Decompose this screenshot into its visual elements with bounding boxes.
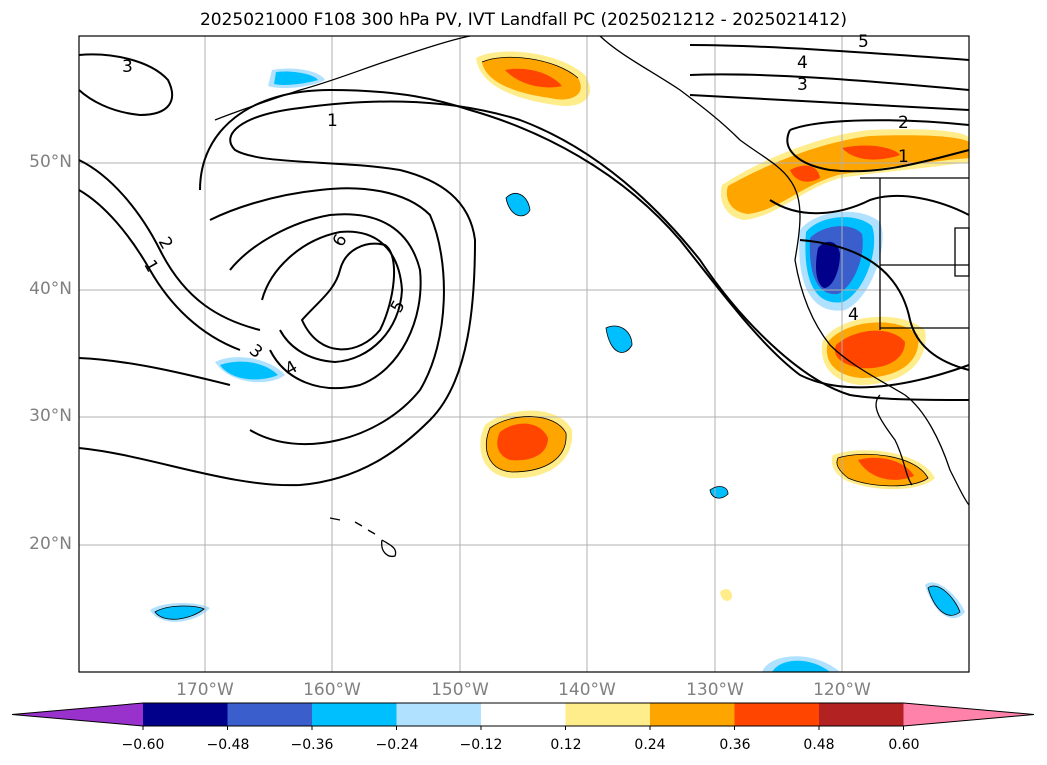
- negative-anomaly-small-a: [506, 193, 530, 216]
- contour-label: 4: [797, 53, 808, 73]
- lon-label-120w: 120°W: [813, 680, 871, 700]
- contour-label: 1: [327, 111, 338, 131]
- lat-label-20n: 20°N: [29, 534, 72, 554]
- positive-anomaly-subtropical-peak: [497, 423, 548, 461]
- contour-label: 3: [122, 57, 133, 77]
- colorbar-tick-label: 0.12: [550, 737, 582, 753]
- negative-anomaly-west-core: [220, 361, 278, 380]
- colorbar-segment: [396, 703, 482, 726]
- colorbar-tick-label: −0.60: [121, 737, 165, 753]
- colorbar-segment: [650, 703, 735, 726]
- lat-label-40n: 40°N: [29, 279, 72, 299]
- negative-anomaly-south-east-core: [928, 586, 960, 616]
- lat-label-30n: 30°N: [29, 406, 72, 426]
- lon-label-150w: 150°W: [431, 680, 489, 700]
- colorbar-segment: [143, 703, 228, 726]
- positive-anomaly-pacific-nw-peak: [842, 145, 900, 160]
- negative-anomaly-bottom-core: [772, 660, 830, 672]
- colorbar-tick-label: −0.24: [375, 737, 419, 753]
- colorbar-tick-label: −0.12: [459, 737, 503, 753]
- colorbar-tick-label: −0.48: [206, 737, 250, 753]
- colorbar-segment: [734, 703, 820, 726]
- coastlines: [214, 35, 970, 558]
- contour-label: 5: [858, 32, 869, 52]
- contour-label: 2: [898, 113, 909, 133]
- lat-label-50n: 50°N: [29, 152, 72, 172]
- lon-label-130w: 130°W: [686, 680, 744, 700]
- colorbar-segment: [312, 703, 397, 726]
- negative-anomaly-aleutian-core: [274, 71, 318, 85]
- positive-anomaly-small: [720, 589, 733, 601]
- pv-contours: [78, 44, 970, 487]
- negative-anomaly-small-b: [606, 325, 632, 353]
- colorbar-tick-label: 0.48: [803, 737, 835, 753]
- shading-outlines: [154, 56, 961, 620]
- colorbar-tick-label: 0.24: [634, 737, 666, 753]
- negative-anomaly-california-peak: [816, 241, 840, 288]
- colorbar: [11, 702, 1035, 730]
- colorbar-segment: [565, 703, 651, 726]
- positive-anomaly-socal-peak: [835, 330, 905, 369]
- colorbar-tick-label: −0.36: [290, 737, 334, 753]
- positive-anomaly-gulf-alaska-peak: [505, 68, 562, 88]
- lon-label-170w: 170°W: [176, 680, 234, 700]
- contour-label: 4: [848, 305, 859, 325]
- shading-layer: [150, 51, 969, 672]
- colorbar-tick-label: 0.60: [888, 737, 920, 753]
- contour-label: 1: [898, 147, 909, 167]
- colorbar-extend-min: [12, 703, 143, 726]
- positive-anomaly-baja-peak: [858, 457, 914, 480]
- contour-label: 3: [797, 75, 808, 95]
- colorbar-segment: [819, 703, 904, 726]
- map-border: [78, 35, 970, 673]
- positive-anomaly-pacific-nw-peak-2: [790, 165, 820, 182]
- colorbar-segment: [227, 703, 313, 726]
- colorbar-extend-max: [903, 703, 1034, 726]
- graticule: [79, 36, 969, 672]
- colorbar-segment: [481, 703, 566, 726]
- negative-anomaly-south-west-core: [155, 605, 204, 620]
- map-title: 2025021000 F108 300 hPa PV, IVT Landfall…: [199, 10, 847, 30]
- lon-label-140w: 140°W: [558, 680, 616, 700]
- positive-anomaly-pacific-nw-core: [726, 135, 969, 214]
- colorbar-tick-label: 0.36: [719, 737, 751, 753]
- lon-label-160w: 160°W: [303, 680, 361, 700]
